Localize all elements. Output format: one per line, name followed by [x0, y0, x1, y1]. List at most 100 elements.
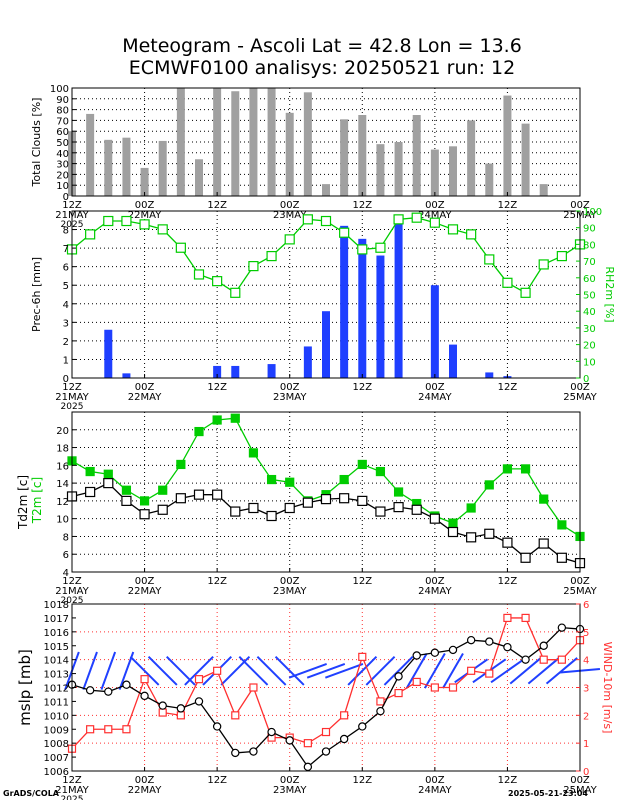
precip-bar — [231, 365, 240, 378]
mslp-marker — [521, 655, 530, 664]
wind-speed-marker — [158, 708, 167, 717]
t2m-marker — [448, 518, 458, 528]
t2m-marker — [285, 477, 295, 487]
wind-direction-stick — [306, 663, 346, 679]
td2m-marker — [393, 502, 404, 513]
td2m-marker — [121, 495, 132, 506]
mslp-marker — [448, 645, 458, 655]
mslp-marker — [194, 697, 204, 706]
td2m-marker — [357, 495, 368, 506]
cloud-bar — [249, 88, 258, 196]
x-tick-label: 12Z — [498, 382, 518, 393]
precip-bar — [104, 329, 113, 378]
cloud-bar — [485, 163, 494, 196]
mslp-y-tick-label: 1016 — [44, 628, 69, 639]
cloud-bar — [303, 92, 312, 196]
x-tick-label: 00Z — [135, 200, 155, 211]
mslp-marker — [122, 680, 131, 689]
td2m-marker — [429, 513, 440, 524]
cloud-y-tick-label: 90 — [56, 95, 69, 106]
precip-bar — [485, 372, 494, 378]
mslp-y-tick-label: 1009 — [44, 725, 69, 736]
td2m-marker — [447, 526, 459, 538]
x-tick-label: 00Z — [570, 382, 590, 393]
td2m-marker — [157, 504, 168, 515]
td2m-marker — [502, 537, 513, 548]
rh-marker — [139, 219, 150, 230]
mslp-y-tick-label: 1008 — [44, 739, 69, 750]
cloud-bar — [122, 137, 131, 196]
x-tick-label: 00Z — [570, 200, 590, 211]
mslp-marker — [376, 706, 385, 716]
x-tick-year-label: 2025 — [61, 402, 84, 412]
x-tick-date-label: 21MAY — [55, 586, 89, 597]
x-tick-label: 12Z — [62, 200, 82, 211]
x-tick-date-label: 23MAY — [273, 785, 307, 796]
precip-y-tick-label: 2 — [63, 337, 69, 348]
precip-bar — [213, 365, 222, 378]
mslp-marker — [212, 722, 222, 731]
footer-right: 2025-05-21-23:04 — [508, 789, 588, 798]
cloud-y-tick-label: 10 — [56, 181, 69, 192]
mslp-marker — [557, 623, 567, 632]
rh-marker — [193, 269, 205, 280]
cloud-y-tick-label: 0 — [63, 192, 69, 203]
wind-y-tick-label: 5 — [583, 628, 589, 639]
td2m-marker — [175, 493, 186, 504]
wind-direction-stick — [256, 655, 287, 686]
t2m-marker — [230, 413, 240, 423]
mslp-marker — [140, 691, 149, 701]
td2m-marker — [538, 538, 549, 549]
t2m-marker — [375, 466, 386, 477]
x-tick-date-label: 24MAY — [418, 392, 452, 403]
wind-speed-marker — [467, 666, 476, 675]
t2m-marker — [121, 485, 132, 495]
wind-y-tick-label: 1 — [583, 739, 589, 750]
wind-direction-stick — [545, 657, 578, 685]
precip-bar — [122, 373, 131, 378]
wind-speed-marker — [176, 711, 185, 720]
td2m-marker — [139, 509, 150, 520]
x-tick-label: 00Z — [135, 382, 155, 393]
mslp-marker — [430, 648, 440, 657]
mslp-marker — [339, 734, 349, 744]
rh-marker — [520, 287, 531, 298]
cloud-bar — [539, 184, 548, 196]
rh-y-tick-label: 60 — [583, 274, 596, 285]
x-tick-date-label: 22MAY — [128, 785, 162, 796]
x-tick-label: 12Z — [352, 382, 372, 393]
td2m-marker — [103, 478, 114, 489]
rh-y-tick-label: 70 — [583, 257, 596, 268]
wind-y-tick-label: 6 — [583, 600, 589, 611]
precip-bar — [303, 346, 312, 378]
cloud-bar — [521, 123, 530, 196]
cloud-bar — [467, 120, 476, 196]
t2m-marker — [194, 426, 204, 437]
td2m-marker — [339, 493, 350, 504]
mslp-marker — [321, 747, 331, 756]
td2m-y-axis-title: Td2m [c] — [16, 475, 30, 530]
rh-marker — [556, 250, 567, 262]
x-tick-label: 00Z — [425, 775, 445, 786]
x-tick-label: 12Z — [352, 200, 372, 211]
mslp-marker — [104, 687, 113, 696]
t2m-marker — [357, 459, 367, 470]
wind-speed-marker — [503, 613, 512, 623]
temp-y-tick-label: 14 — [56, 479, 69, 490]
rh-marker — [248, 261, 259, 272]
wind-direction-stick — [527, 657, 560, 685]
x-tick-label: 00Z — [280, 200, 300, 211]
x-tick-label: 12Z — [207, 382, 227, 393]
mslp-y-tick-label: 1012 — [44, 684, 69, 695]
x-tick-label: 12Z — [352, 576, 372, 587]
cloud-bar — [195, 159, 203, 196]
cloud-bar — [340, 119, 349, 196]
wind-y-tick-label: 3 — [583, 684, 589, 695]
cloud-bar — [358, 115, 367, 196]
t2m-marker — [466, 503, 476, 513]
cloud-bar — [503, 95, 512, 196]
wind-speed-marker — [430, 683, 439, 692]
rh-marker — [175, 242, 186, 253]
wind-direction-stick — [442, 652, 464, 689]
